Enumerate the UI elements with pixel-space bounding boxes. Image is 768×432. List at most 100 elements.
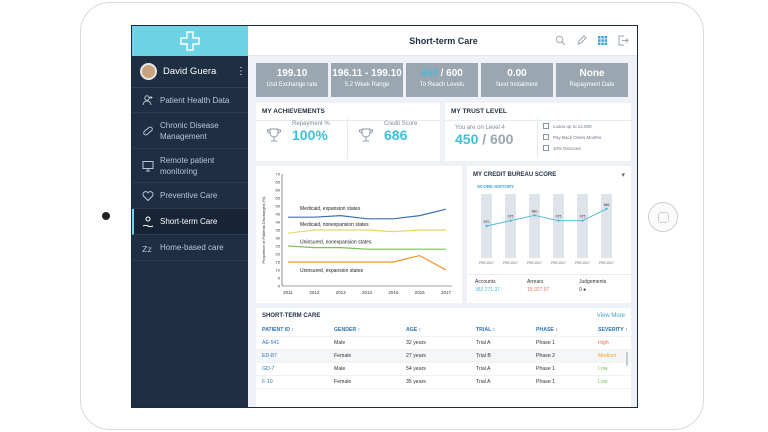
col-header-trial[interactable]: TRIAL ↕ [476,327,496,333]
achievements-card: MY ACHIEVEMENTS Repayment % 100% Credit … [256,103,440,161]
trust-total: / 600 [478,131,514,147]
score-bar[interactable] [505,194,516,258]
col-header-patient-id[interactable]: PATIENT ID ↕ [262,327,295,333]
score-data-label: 670 [484,220,490,224]
stat-value-rest: / 600 [437,68,463,79]
sidebar-item-label: Patient Health Data [160,95,230,105]
table-scrollbar[interactable] [626,352,628,366]
short-term-care-table: SHORT-TERM CARE View More PATIENT ID ↕ G… [256,308,631,407]
grid-icon[interactable] [597,35,608,46]
score-data-label: 675 [556,215,562,219]
stat-value: 0.00 [507,68,527,79]
x-tick-label: 2011 [283,290,293,295]
y-axis-label: Proportion of Patients Discharged (%) [261,196,266,264]
x-tick-label: 2014 [362,290,373,295]
discharge-line-chart-card: 0 5 10 15 20 25 30 35 40 45 50 55 60 65 70 2011 2012 2013… [256,166,462,303]
credit-bureau-card: MY CREDIT BUREAU SCORE ▾ SCORE HISTORY F… [467,166,631,303]
sidebar-item-short-term-care[interactable]: Short-term Care [132,209,248,235]
score-data-label: 675 [508,215,514,219]
col-header-gender[interactable]: GENDER ↕ [334,327,361,333]
gender: Female [334,379,352,385]
app-screen: David Guera ⋮ Patient Health Data Chroni… [131,25,638,408]
header-actions [555,35,629,46]
stat-value: 450 / 600 [406,68,478,79]
trust-level-text: You are on Level 4 [455,125,505,131]
patient-id[interactable]: GD-7 [262,366,275,372]
sidebar-item-chronic-disease[interactable]: Chronic Disease Management [132,113,248,149]
score-point[interactable] [581,219,584,222]
sidebar: David Guera ⋮ Patient Health Data Chroni… [132,26,248,407]
sidebar-item-label: Preventive Care [160,191,218,200]
x-tick-label: 2015 [388,290,399,295]
series-label: Uninsured, expansion states [300,268,364,274]
col-header-phase[interactable]: PHASE ↕ [536,327,558,333]
table-row[interactable]: GD-7 Male 54 years Trial A Phase 1 Low [256,363,631,376]
trust-benefit-text: Loans up to 12,000 [553,123,592,129]
x-tick-label: 2017 [441,290,452,295]
table-row[interactable]: ED-87 Female 27 years Trial B Phase 2 Me… [256,350,631,363]
sidebar-item-label: Home-based care [160,243,224,252]
bar-category-label: FEB 2017 [575,261,590,265]
score-history-label: SCORE HISTORY [477,184,515,189]
score-bar[interactable] [601,194,612,258]
score-point[interactable] [533,214,536,217]
severity: Low [598,379,608,385]
dropdown-icon[interactable]: ▾ [621,172,625,179]
severity: High [598,340,609,346]
sidebar-item-label: Remote patient monitoring [160,155,215,176]
card-title: MY TRUST LEVEL [445,103,631,121]
sidebar-item-home-based-care[interactable]: Zz Home-based care [132,235,248,261]
score-bar[interactable] [553,194,564,258]
bar-category-label: FEB 2017 [551,261,566,265]
phase: Phase 1 [536,379,556,385]
sidebar-item-preventive-care[interactable]: Preventive Care [132,183,248,209]
table-row[interactable]: F-10 Female 35 years Trial A Phase 1 Low [256,376,631,389]
bar-category-label: FEB 2017 [599,261,614,265]
trial: Trial B [476,353,491,359]
trust-benefit: Pay Back Overs Months [543,134,601,140]
score-line [486,208,607,227]
col-header-age[interactable]: AGE ↕ [406,327,422,333]
series-line [287,229,446,234]
score-point[interactable] [557,219,560,222]
trust-benefit-text: Pay Back Overs Months [553,134,602,140]
table-row[interactable]: AE-541 Male 32 years Trial A Phase 1 Hig… [256,337,631,350]
kebab-menu-icon[interactable]: ⋮ [236,66,246,77]
search-icon[interactable] [555,35,566,46]
y-tick-label: 20 [276,252,281,257]
gender: Female [334,353,352,359]
patient-id[interactable]: ED-87 [262,353,277,359]
y-tick-label: 10 [276,268,281,273]
y-tick-label: 30 [276,236,281,241]
stat-value-highlight: 450 [421,68,438,79]
sidebar-item-remote-monitoring[interactable]: Remote patient monitoring [132,149,248,183]
sidebar-item-patient-health-data[interactable]: Patient Health Data [132,88,248,113]
stat-reach-levels: 450 / 600 To Reach Levels [406,63,478,97]
score-bar[interactable] [529,194,540,258]
stat-value: 199.10 [276,68,308,79]
severity: Low [598,366,608,372]
accounts-value: 382 271.37 [475,287,501,293]
avatar[interactable] [140,63,157,80]
logout-icon[interactable] [618,35,629,46]
medical-cross-logo-icon[interactable] [180,31,200,51]
user-profile[interactable]: David Guera ⋮ [132,56,248,88]
col-header-severity[interactable]: SEVERITY ↕ [598,327,628,333]
stats-row: 199.10 Usd Exchange rate 196.11 - 199.10… [256,63,628,97]
home-button[interactable] [648,202,678,232]
table-header-bar: SHORT-TERM CARE View More [256,308,631,324]
edit-icon[interactable] [576,35,587,46]
view-more-link[interactable]: View More [596,313,625,319]
score-bar[interactable] [577,194,588,258]
y-tick-label: 0 [278,284,281,289]
bar-category-label: FEB 2017 [479,261,494,265]
series-line [288,208,447,220]
discharge-line-chart: 0 5 10 15 20 25 30 35 40 45 50 55 60 65 70 2011 2012 2013… [261,172,452,295]
patient-id[interactable]: AE-541 [262,340,280,346]
score-point[interactable] [485,224,488,228]
judgements-block: Judgements 0 ● [579,279,606,293]
stat-label: Repayment Date [569,82,615,88]
score-point[interactable] [605,207,608,211]
patient-id[interactable]: F-10 [262,379,273,385]
score-point[interactable] [509,219,512,222]
